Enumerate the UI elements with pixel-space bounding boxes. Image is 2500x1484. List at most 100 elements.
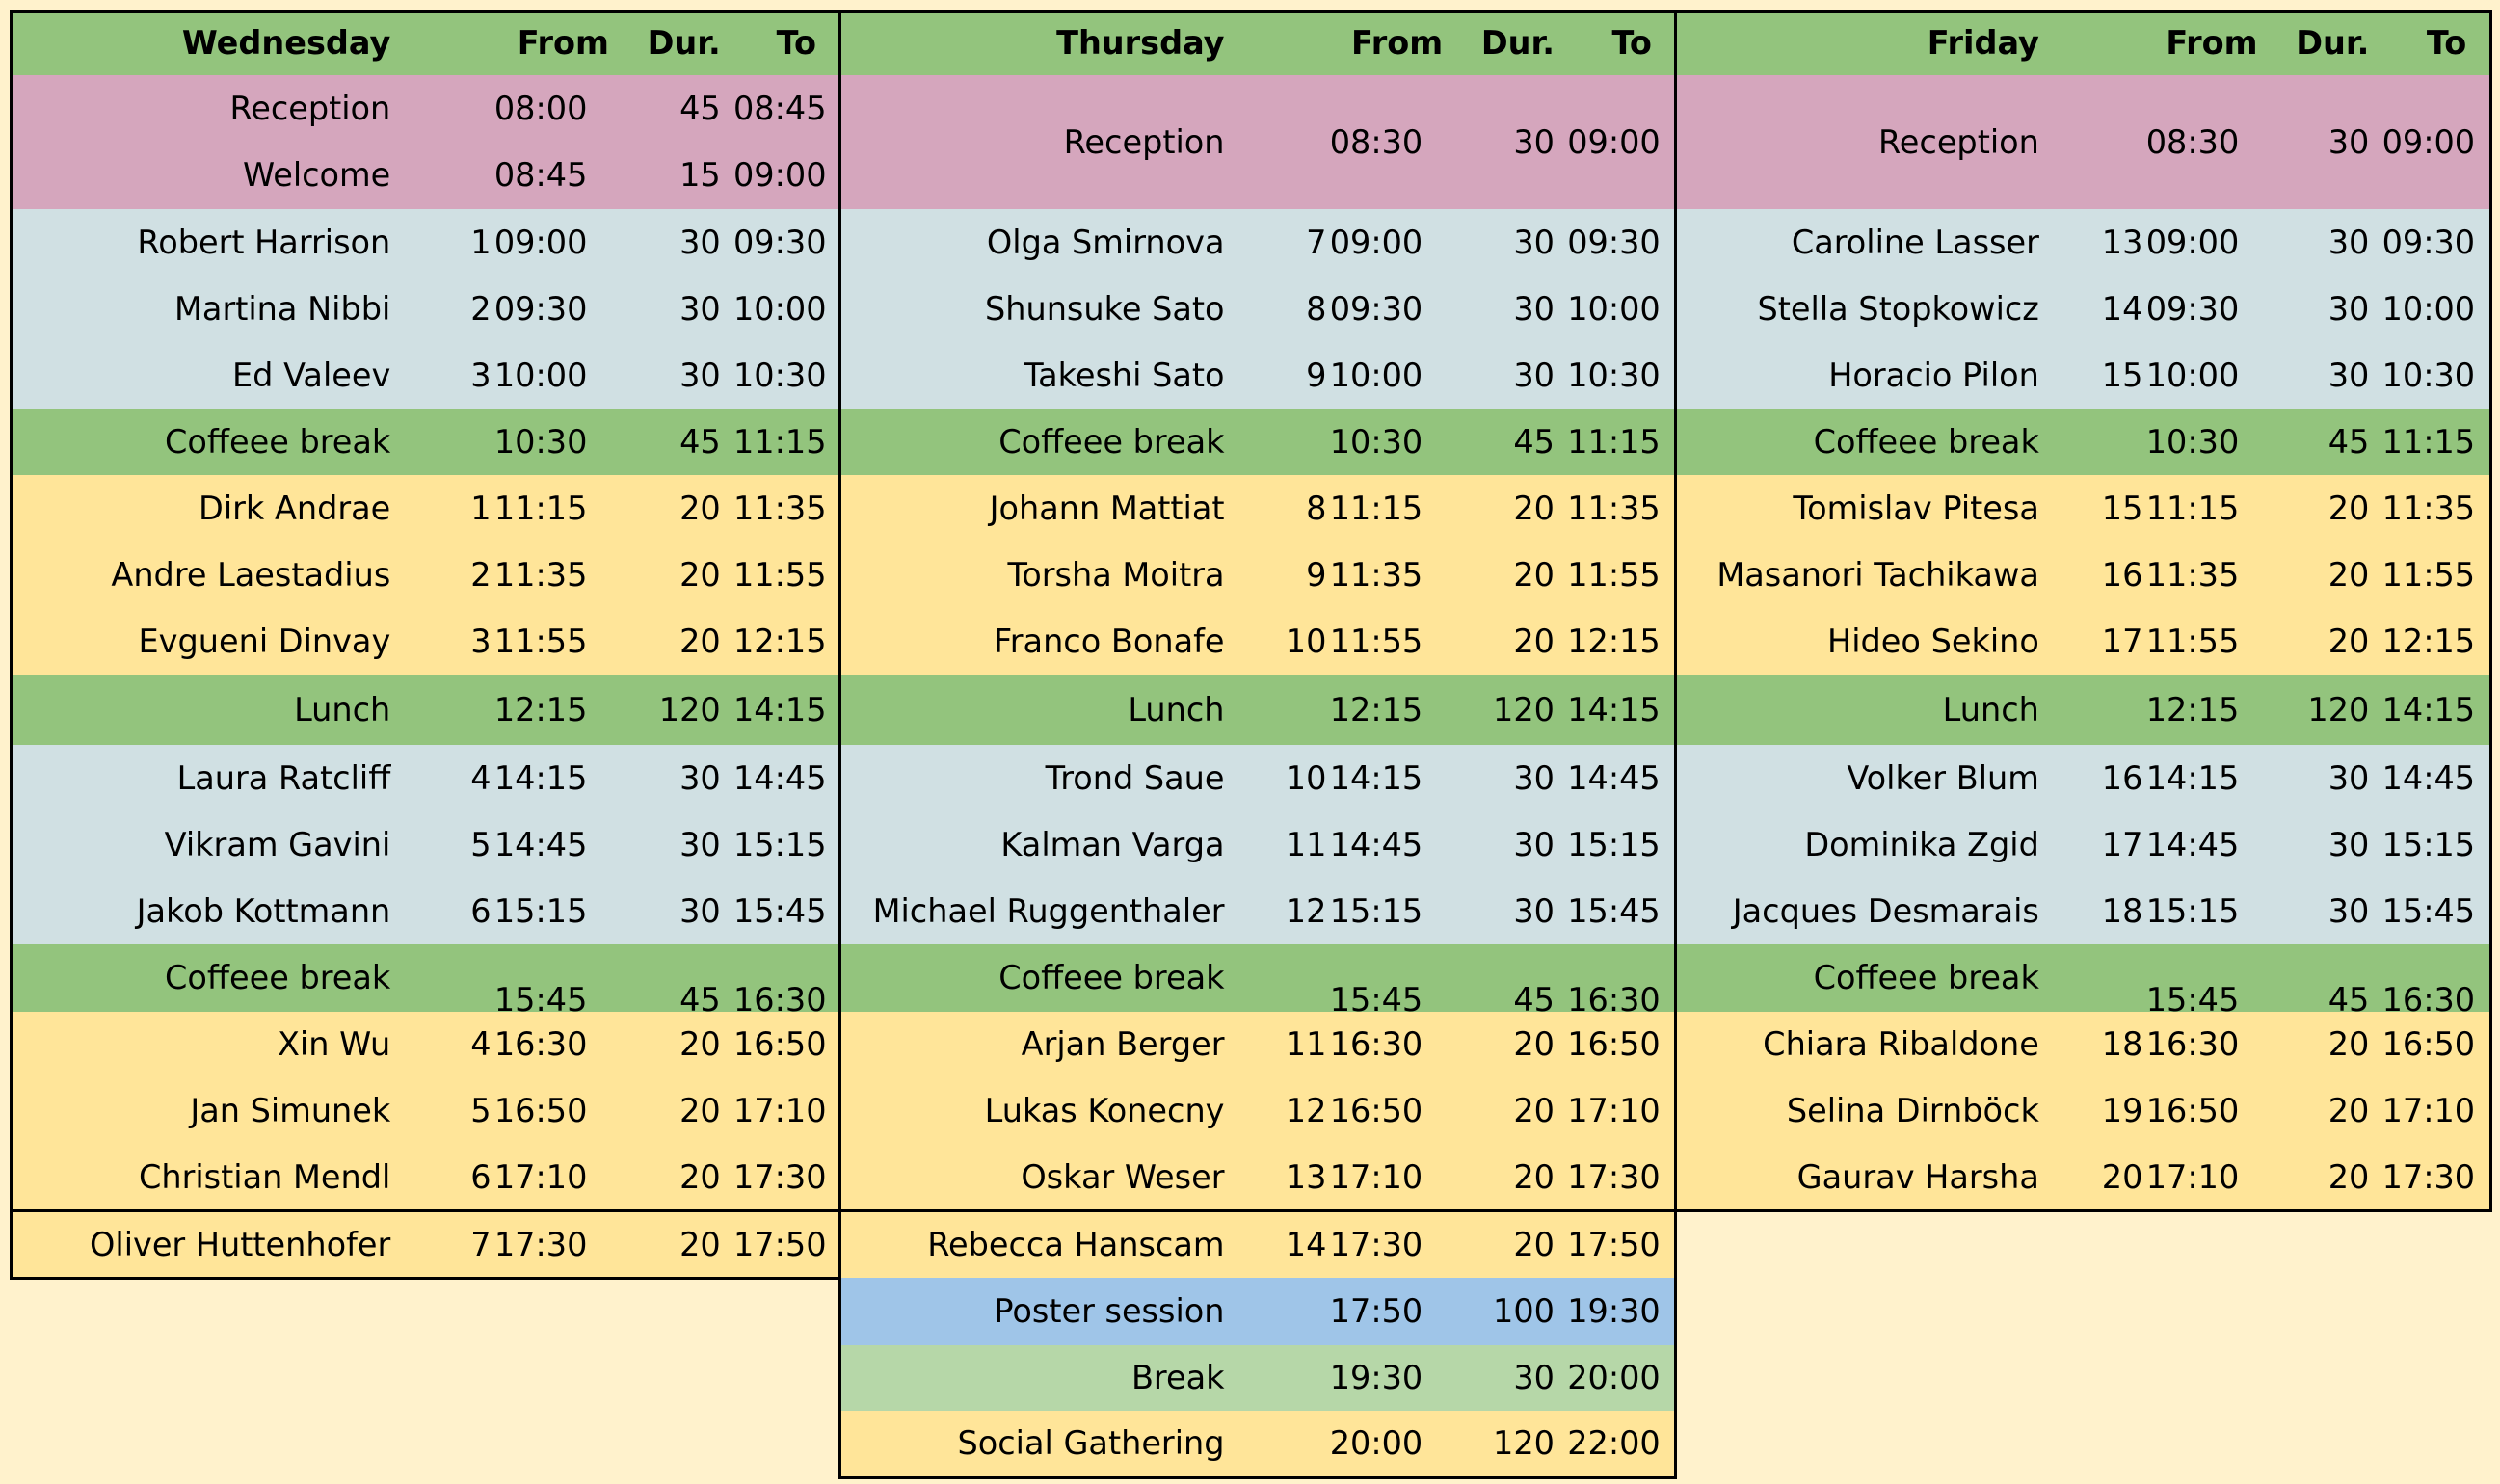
start-time: 16:50 (493, 1091, 588, 1129)
session-name: Hideo Sekino (1827, 622, 2039, 660)
duration-minutes: 15 (679, 156, 721, 195)
session-row-band (1674, 607, 2491, 676)
border-mask (1672, 14, 1677, 1209)
session-row-band (11, 675, 840, 746)
session-name: Ed Valeev (232, 357, 391, 395)
talk-number: 9 (1306, 357, 1327, 395)
border-mask (840, 14, 845, 1209)
session-name: Social Gathering (957, 1424, 1225, 1462)
start-time: 08:45 (493, 156, 588, 195)
end-time: 14:15 (1567, 691, 1661, 729)
duration-minutes: 45 (679, 89, 721, 127)
talk-number: 3 (470, 622, 492, 660)
session-row-band (1674, 1144, 2491, 1211)
start-time: 11:15 (493, 490, 588, 528)
session-name: Selina Dirnböck (1786, 1091, 2039, 1129)
start-time: 14:45 (1329, 826, 1423, 864)
session-row-band (839, 1144, 1675, 1211)
session-name: Rebecca Hanscam (927, 1225, 1225, 1263)
session-row-band (839, 343, 1675, 409)
session-row-band (11, 1210, 840, 1279)
session-row-band (11, 475, 840, 543)
duration-minutes: 20 (2327, 1025, 2370, 1064)
end-time: 17:30 (2381, 1158, 2476, 1197)
talk-number: 1 (470, 223, 492, 261)
talk-number: 12 (1285, 891, 1327, 930)
session-name: Stella Stopkowicz (1757, 290, 2039, 329)
talk-number: 11 (1285, 1025, 1327, 1064)
start-time: 15:15 (2145, 891, 2240, 930)
duration-minutes: 30 (679, 290, 721, 329)
duration-minutes: 20 (1513, 1225, 1555, 1263)
talk-number: 6 (470, 891, 492, 930)
end-time: 10:00 (1567, 290, 1661, 329)
session-name: Arjan Berger (1021, 1025, 1225, 1064)
session-row-band (1674, 475, 2491, 543)
talk-number: 5 (470, 826, 492, 864)
session-row-band (1674, 944, 2491, 1012)
talk-number: 5 (470, 1091, 492, 1129)
session-name: Olga Smirnova (986, 223, 1225, 261)
session-row-band (839, 543, 1675, 608)
end-time: 16:50 (1567, 1025, 1661, 1064)
end-time: 11:55 (732, 556, 827, 595)
start-time: 14:15 (1329, 759, 1423, 798)
session-name: Coffeee break (165, 422, 391, 461)
session-name: Poster session (994, 1292, 1225, 1331)
session-name: Caroline Lasser (1791, 223, 2039, 261)
end-time: 10:30 (732, 357, 827, 395)
session-row-band (11, 607, 840, 676)
duration-minutes: 30 (2327, 891, 2370, 930)
session-name: Christian Mendl (138, 1158, 391, 1197)
duration-minutes: 20 (2327, 1158, 2370, 1197)
session-name: Trond Saue (1045, 759, 1225, 798)
duration-minutes: 120 (1493, 691, 1555, 729)
day-name-header: Friday (1927, 23, 2039, 62)
end-time: 15:45 (1567, 891, 1661, 930)
end-time: 20:00 (1567, 1359, 1661, 1397)
session-row-band (1674, 1011, 2491, 1077)
session-name: Masanori Tachikawa (1716, 556, 2039, 595)
start-time: 15:45 (2145, 981, 2240, 1020)
duration-minutes: 30 (2327, 290, 2370, 329)
start-time: 16:50 (2145, 1091, 2240, 1129)
talk-number: 14 (2101, 290, 2143, 329)
day-name-header: Wednesday (181, 23, 391, 62)
start-time: 16:30 (493, 1025, 588, 1064)
talk-number: 16 (2101, 759, 2143, 798)
session-row-band (11, 343, 840, 409)
to-column-header: To (776, 23, 816, 62)
session-row-band (11, 408, 840, 476)
duration-minutes: 30 (679, 759, 721, 798)
end-time: 09:30 (2381, 223, 2476, 261)
end-time: 17:50 (1567, 1225, 1661, 1263)
session-name: Reception (229, 89, 391, 127)
session-row-band (11, 944, 840, 1012)
duration-column-header: Dur. (2296, 23, 2370, 62)
end-time: 11:15 (1567, 422, 1661, 461)
duration-minutes: 45 (2327, 981, 2370, 1020)
talk-number: 7 (1306, 223, 1327, 261)
start-time: 14:45 (493, 826, 588, 864)
start-time: 10:30 (2145, 422, 2240, 461)
start-time: 14:15 (493, 759, 588, 798)
day-header-band (1674, 11, 2491, 75)
duration-minutes: 30 (1513, 759, 1555, 798)
start-time: 11:35 (1329, 556, 1423, 595)
session-name: Franco Bonafe (993, 622, 1225, 660)
start-time: 09:00 (2145, 223, 2240, 261)
start-time: 16:30 (2145, 1025, 2240, 1064)
end-time: 11:15 (732, 422, 827, 461)
end-time: 15:15 (1567, 826, 1661, 864)
duration-minutes: 120 (1493, 1424, 1555, 1462)
session-name: Oskar Weser (1021, 1158, 1225, 1197)
end-time: 10:30 (2381, 357, 2476, 395)
session-name: Chiara Ribaldone (1763, 1025, 2039, 1064)
duration-minutes: 30 (679, 891, 721, 930)
start-time: 10:00 (1329, 357, 1423, 395)
session-row-band (839, 208, 1675, 277)
end-time: 12:15 (732, 622, 827, 660)
duration-minutes: 120 (658, 691, 721, 729)
duration-minutes: 20 (1513, 1158, 1555, 1197)
session-row-band (839, 475, 1675, 543)
